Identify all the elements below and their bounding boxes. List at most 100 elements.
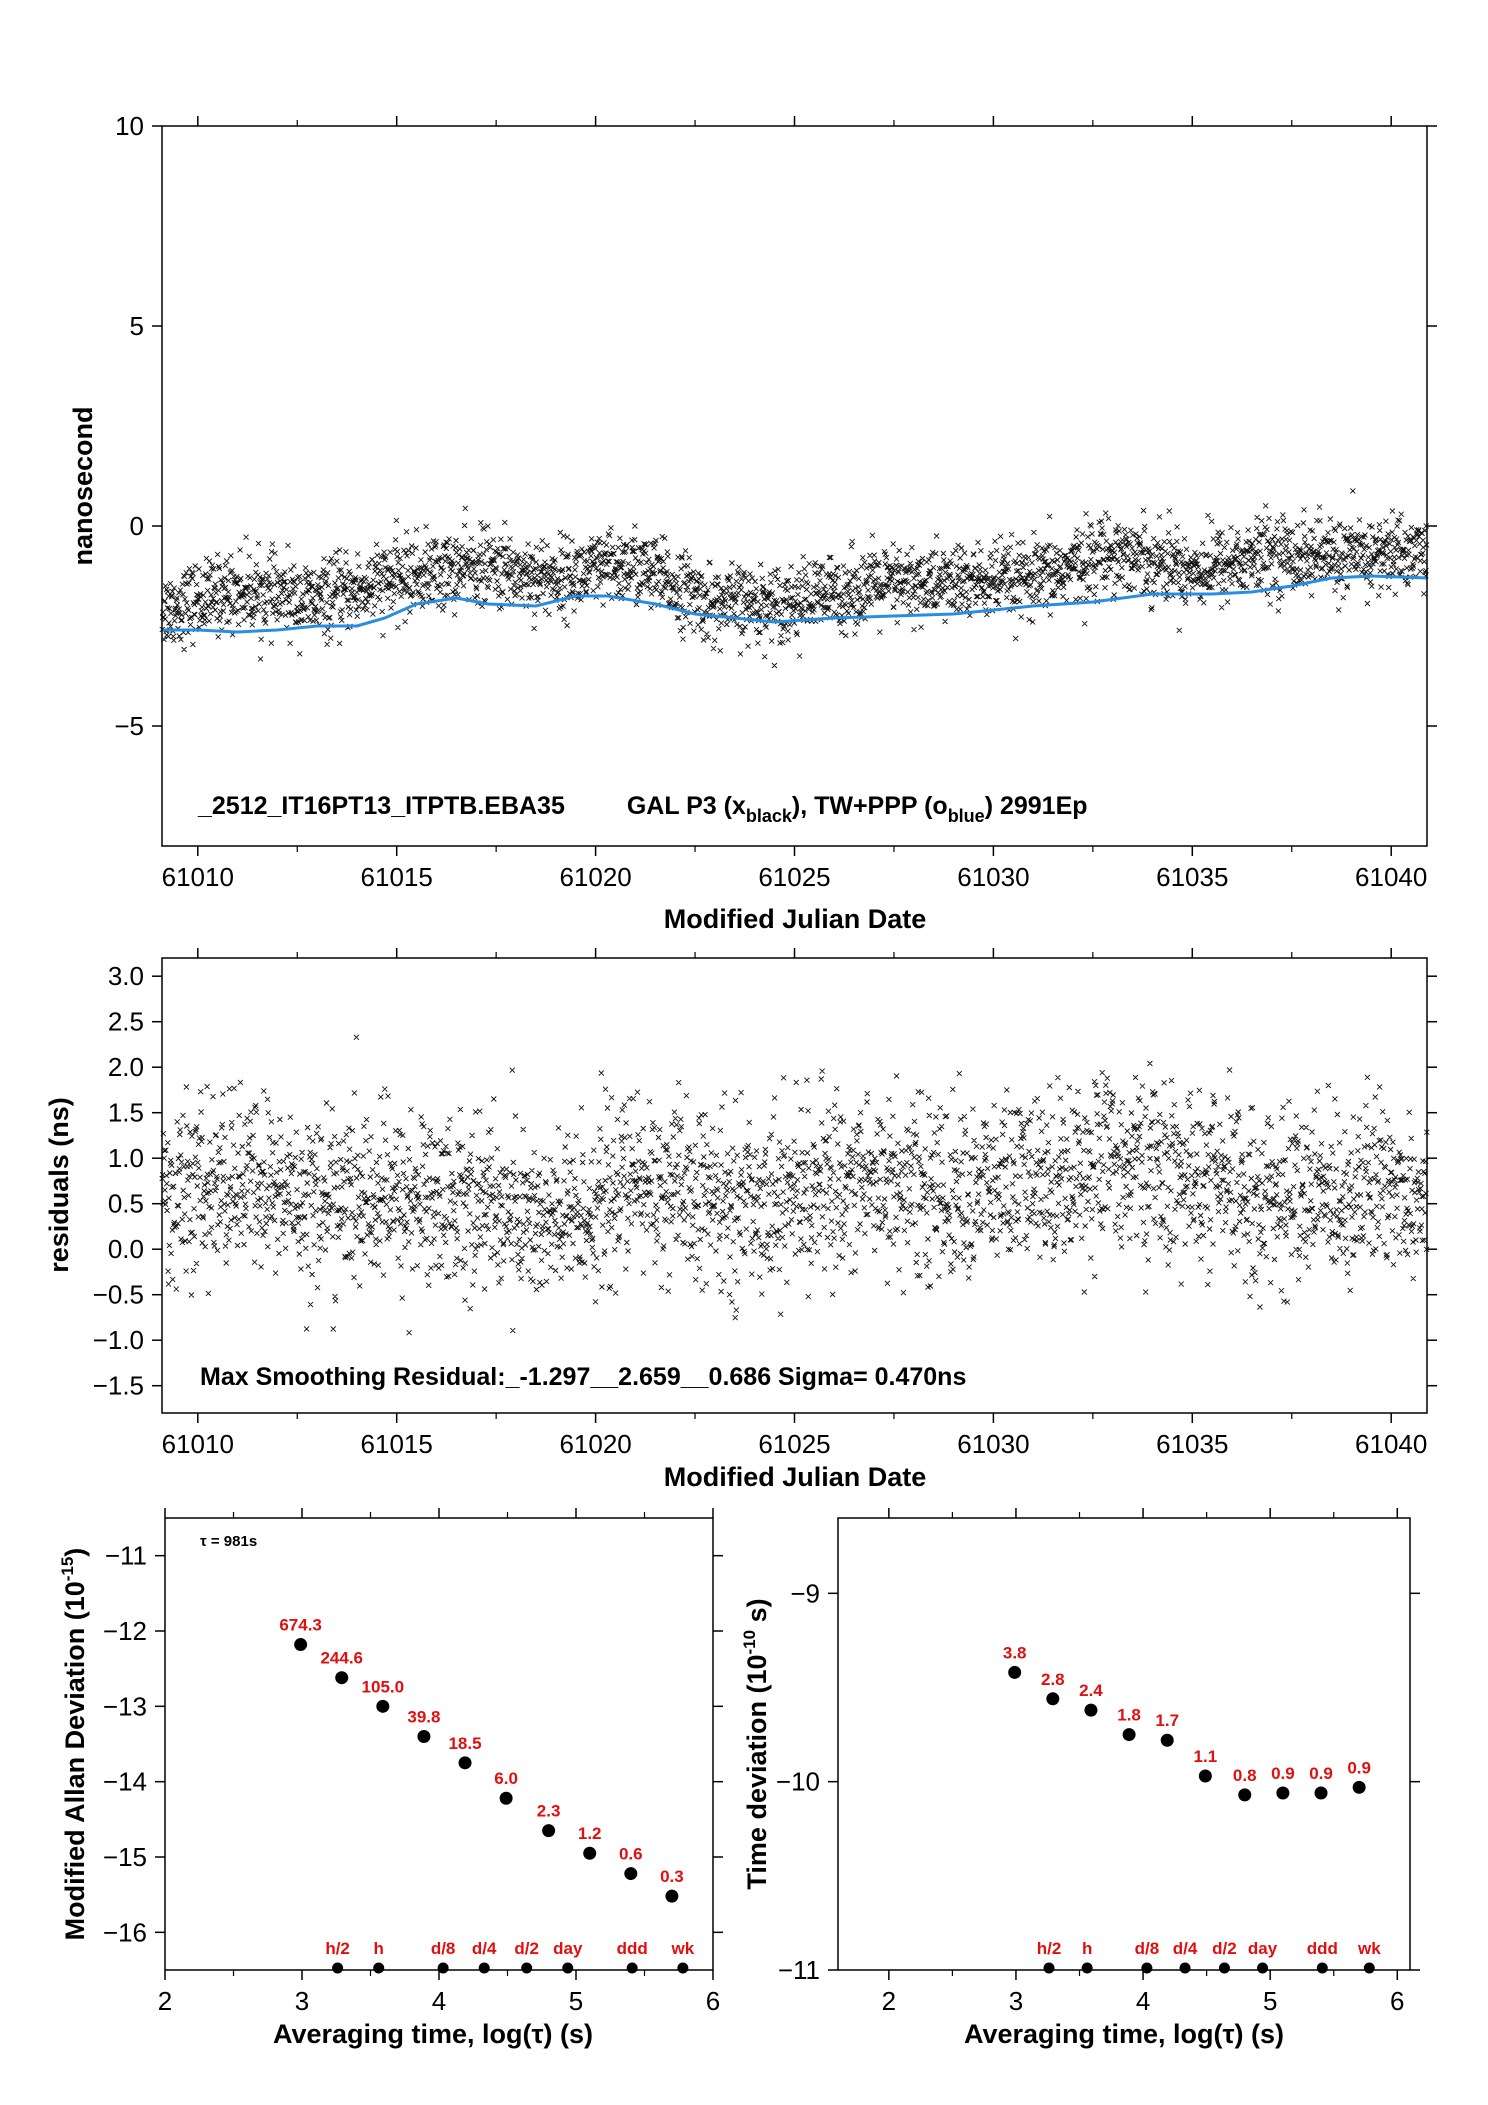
time-series-x-axis-title: Modified Julian Date xyxy=(664,904,927,934)
y-tick-label: 2.0 xyxy=(108,1052,144,1082)
deviation-point-label: 0.9 xyxy=(1347,1758,1371,1777)
x-tick-label: 61015 xyxy=(361,862,433,892)
deviation-point xyxy=(335,1671,349,1685)
tw-ppp-blue-line xyxy=(162,574,1428,634)
x-tick-label: 5 xyxy=(1263,1986,1277,2016)
y-tick-label: −9 xyxy=(790,1578,820,1608)
interval-marker xyxy=(1141,1962,1153,1974)
x-tick-label: 61030 xyxy=(957,862,1029,892)
y-tick-label: 3.0 xyxy=(108,961,144,991)
residuals-panel: 61010 61015 61020 61025 61030 61035 61040 3.0 2.… xyxy=(44,948,1437,1492)
y-tick-label: −11 xyxy=(778,1955,820,1985)
interval-marker-label: h xyxy=(1082,1939,1092,1958)
x-tick-label: 3 xyxy=(295,1986,309,2016)
interval-marker-label: d/4 xyxy=(1173,1939,1198,1958)
deviation-point xyxy=(1046,1692,1060,1706)
deviation-point-label: 1.8 xyxy=(1117,1706,1141,1725)
deviation-point-label: 2.8 xyxy=(1041,1670,1065,1689)
deviation-point xyxy=(1198,1769,1212,1783)
deviation-point-label: 1.1 xyxy=(1194,1747,1218,1766)
caption-tw-ppp-text: ), TW+PPP (o xyxy=(792,792,948,820)
mdev-tau-note: τ = 981s xyxy=(200,1533,257,1550)
interval-marker xyxy=(1179,1962,1191,1974)
deviation-point-label: 1.2 xyxy=(578,1824,602,1843)
x-tick-label: 2 xyxy=(158,1986,172,2016)
tdev-x-axis-title: Averaging time, log(τ) (s) xyxy=(964,2019,1284,2049)
interval-marker xyxy=(1316,1962,1328,1974)
time-series-y-axis-title: nanosecond xyxy=(68,406,98,565)
x-tick-label: 61010 xyxy=(162,862,234,892)
deviation-point-label: 2.3 xyxy=(537,1802,561,1821)
mdev-y-axis-title: Modified Allan Deviation (10-15) xyxy=(58,1548,90,1941)
residuals-caption: Max Smoothing Residual:_-1.297__2.659__0… xyxy=(200,1363,966,1391)
residuals-y-axis-title: residuals (ns) xyxy=(44,1097,74,1273)
y-tick-label: −1.5 xyxy=(93,1371,144,1401)
interval-marker xyxy=(562,1962,574,1974)
tdev-panel: 2 3 4 5 6 −9 −10 −11 3.8 2.8 2.4 1.8 1.7 1.1 0.8 0.9 0.… xyxy=(740,1508,1420,2049)
x-tick-label: 4 xyxy=(432,1986,446,2016)
x-tick-label: 6 xyxy=(1390,1986,1404,2016)
deviation-point-label: 2.4 xyxy=(1079,1681,1103,1700)
caption-gal-p3-text: GAL P3 (x xyxy=(627,792,746,820)
residuals-ticks: 61010 61015 61020 61025 61030 61035 61040 3.0 2.… xyxy=(93,948,1437,1459)
interval-marker-label: d/2 xyxy=(514,1939,539,1958)
interval-marker xyxy=(1218,1962,1230,1974)
interval-marker-label: d/4 xyxy=(472,1939,497,1958)
interval-marker xyxy=(1043,1962,1055,1974)
y-tick-label: −16 xyxy=(103,1917,147,1947)
deviation-point xyxy=(1352,1780,1366,1794)
tdev-ylabel-exponent: -10 xyxy=(740,1630,759,1655)
deviation-point xyxy=(376,1699,390,1713)
interval-marker-label: ddd xyxy=(1307,1939,1338,1958)
y-tick-label: 1.0 xyxy=(108,1143,144,1173)
y-tick-label: 0.5 xyxy=(108,1189,144,1219)
deviation-point-label: 39.8 xyxy=(407,1707,440,1726)
y-tick-label: −10 xyxy=(776,1767,820,1797)
time-series-caption: _2512_IT16PT13_ITPTB.EBA35 GAL P3 (xblac… xyxy=(197,792,1088,826)
tdev-ylabel-end: s) xyxy=(742,1598,772,1630)
x-tick-label: 5 xyxy=(569,1986,583,2016)
interval-marker xyxy=(1363,1962,1375,1974)
deviation-point-label: 674.3 xyxy=(279,1616,322,1635)
x-tick-label: 4 xyxy=(1136,1986,1150,2016)
x-tick-label: 61025 xyxy=(758,862,830,892)
deviation-point xyxy=(499,1791,513,1805)
y-tick-label: 0.0 xyxy=(108,1234,144,1264)
y-tick-label: −11 xyxy=(105,1541,147,1571)
interval-marker-label: h xyxy=(374,1939,384,1958)
deviation-point-label: 6.0 xyxy=(494,1769,518,1788)
deviation-point-label: 0.8 xyxy=(1233,1766,1257,1785)
x-tick-label: 61020 xyxy=(559,1429,631,1459)
deviation-point xyxy=(542,1824,556,1838)
interval-marker-label: day xyxy=(1248,1939,1278,1958)
interval-marker-label: wk xyxy=(1357,1939,1381,1958)
tdev-ticks: 2 3 4 5 6 −9 −10 −11 xyxy=(776,1508,1420,2016)
time-series-ticks: 61010 61015 61020 61025 61030 61035 61040 10 5 0 −… xyxy=(114,111,1437,892)
interval-marker-label: day xyxy=(553,1939,583,1958)
interval-marker xyxy=(1257,1962,1269,1974)
deviation-point xyxy=(294,1638,308,1652)
deviation-point xyxy=(417,1729,431,1743)
mdev-ylabel-exponent: -15 xyxy=(58,1557,77,1582)
deviation-point xyxy=(624,1867,638,1881)
caption-epoch-text: ) 2991Ep xyxy=(985,792,1088,820)
caption-black-sub: black xyxy=(746,806,793,826)
deviation-point-label: 105.0 xyxy=(362,1677,405,1696)
deviation-point xyxy=(1276,1786,1290,1800)
y-tick-label: 10 xyxy=(115,111,144,141)
mdev-x-axis-title: Averaging time, log(τ) (s) xyxy=(273,2019,593,2049)
mdev-points: 674.3 244.6 105.039.8 18.5 6.0 2.3 1.2 0.6 0.3 h/… xyxy=(279,1616,695,1974)
interval-marker xyxy=(677,1962,689,1974)
y-tick-label: −5 xyxy=(114,711,144,741)
deviation-point-label: 244.6 xyxy=(320,1649,363,1668)
interval-marker-label: h/2 xyxy=(1037,1939,1062,1958)
interval-marker-label: d/8 xyxy=(1135,1939,1160,1958)
y-tick-label: −0.5 xyxy=(93,1280,144,1310)
deviation-point-label: 18.5 xyxy=(448,1734,481,1753)
x-tick-label: 61040 xyxy=(1355,862,1427,892)
tdev-plot-frame xyxy=(837,1517,1411,1971)
x-tick-label: 3 xyxy=(1009,1986,1023,2016)
deviation-point xyxy=(1084,1703,1098,1717)
tdev-points: 3.8 2.8 2.4 1.8 1.7 1.1 0.8 0.9 0.9 0.9 h/2 h d/8 d/4… xyxy=(1003,1643,1381,1974)
deviation-point xyxy=(1238,1788,1252,1802)
